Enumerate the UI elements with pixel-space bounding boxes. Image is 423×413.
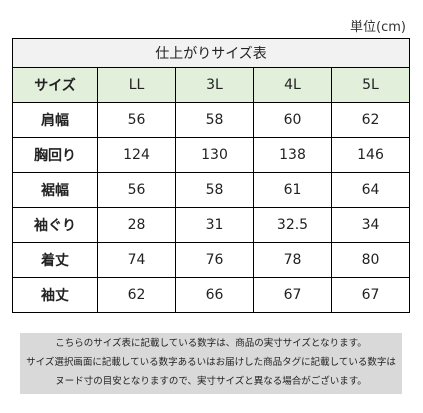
table-cell: 66 xyxy=(175,277,254,313)
table-cell: 64 xyxy=(331,172,410,208)
header-ll: LL xyxy=(97,67,176,103)
row-label: 袖丈 xyxy=(12,277,98,313)
header-5l: 5L xyxy=(331,67,410,103)
table-cell: 56 xyxy=(97,172,176,208)
row-label: 裾幅 xyxy=(12,172,98,208)
row-label: 袖ぐり xyxy=(12,207,98,243)
table-cell: 60 xyxy=(253,102,332,138)
table-row: 胸回り 124 130 138 146 xyxy=(12,137,410,173)
table-cell: 58 xyxy=(175,102,254,138)
table-cell: 56 xyxy=(97,102,176,138)
size-notes-box: こちらのサイズ表に記載している数字は、商品の実寸サイズとなります。 サイズ選択画… xyxy=(20,333,402,394)
table-title: 仕上がりサイズ表 xyxy=(12,38,410,68)
table-cell: 146 xyxy=(331,137,410,173)
note-line: こちらのサイズ表に記載している数字は、商品の実寸サイズとなります。 xyxy=(55,338,367,349)
table-cell: 130 xyxy=(175,137,254,173)
table-cell: 32.5 xyxy=(253,207,332,243)
table-cell: 74 xyxy=(97,242,176,278)
table-cell: 67 xyxy=(253,277,332,313)
table-cell: 31 xyxy=(175,207,254,243)
unit-label: 単位(cm) xyxy=(350,20,406,35)
table-cell: 62 xyxy=(331,102,410,138)
table-row: 袖丈 62 66 67 67 xyxy=(12,277,410,313)
note-line: ヌード寸の目安となりますので、実寸サイズと異なる場合がございます。 xyxy=(55,376,367,387)
header-4l: 4L xyxy=(253,67,332,103)
table-cell: 80 xyxy=(331,242,410,278)
table-row: 肩幅 56 58 60 62 xyxy=(12,102,410,138)
table-row: 袖ぐり 28 31 32.5 34 xyxy=(12,207,410,243)
table-row: 裾幅 56 58 61 64 xyxy=(12,172,410,208)
header-size: サイズ xyxy=(12,67,98,103)
table-header-row: サイズ LL 3L 4L 5L xyxy=(12,67,410,103)
size-chart-table: 仕上がりサイズ表 サイズ LL 3L 4L 5L 肩幅 56 58 60 62 … xyxy=(12,38,410,313)
table-title-row: 仕上がりサイズ表 xyxy=(12,38,410,68)
row-label: 肩幅 xyxy=(12,102,98,138)
note-line: サイズ選択画面に記載している数字あるいはお届けした商品タグに記載している数字は xyxy=(26,357,396,368)
header-3l: 3L xyxy=(175,67,254,103)
table-cell: 67 xyxy=(331,277,410,313)
table-cell: 124 xyxy=(97,137,176,173)
table-cell: 34 xyxy=(331,207,410,243)
table-cell: 28 xyxy=(97,207,176,243)
table-cell: 78 xyxy=(253,242,332,278)
table-cell: 138 xyxy=(253,137,332,173)
row-label: 胸回り xyxy=(12,137,98,173)
table-cell: 58 xyxy=(175,172,254,208)
row-label: 着丈 xyxy=(12,242,98,278)
table-row: 着丈 74 76 78 80 xyxy=(12,242,410,278)
table-cell: 62 xyxy=(97,277,176,313)
table-cell: 76 xyxy=(175,242,254,278)
table-cell: 61 xyxy=(253,172,332,208)
